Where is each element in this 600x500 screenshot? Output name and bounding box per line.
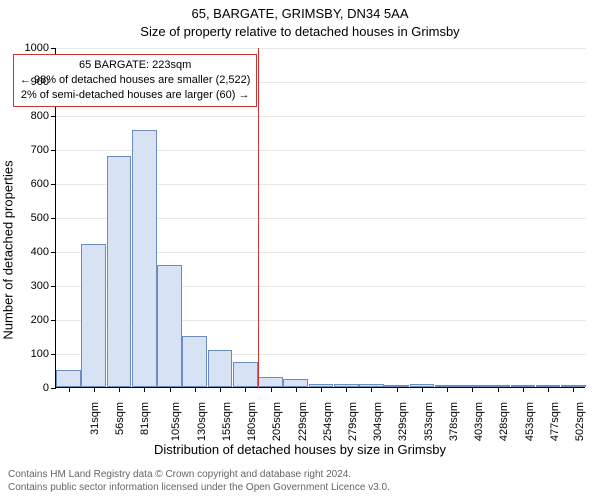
- histogram-bar: [233, 362, 258, 388]
- x-tick-label: 155sqm: [221, 402, 233, 441]
- x-tick-label: 304sqm: [372, 402, 384, 441]
- histogram-bar: [81, 244, 106, 387]
- x-tick: [119, 387, 120, 392]
- x-tick: [447, 387, 448, 392]
- histogram-bar: [107, 156, 132, 387]
- y-tick: [51, 286, 56, 287]
- annotation-line-3: 2% of semi-detached houses are larger (6…: [20, 88, 251, 103]
- x-tick: [220, 387, 221, 392]
- y-tick-label: 400: [19, 246, 49, 258]
- y-tick-label: 500: [19, 212, 49, 224]
- histogram-bar: [132, 130, 157, 387]
- x-tick: [321, 387, 322, 392]
- x-tick: [371, 387, 372, 392]
- y-tick: [51, 48, 56, 49]
- x-tick-label: 453sqm: [524, 402, 536, 441]
- x-tick: [195, 387, 196, 392]
- x-tick: [397, 387, 398, 392]
- x-tick: [498, 387, 499, 392]
- x-tick: [245, 387, 246, 392]
- x-tick-label: 403sqm: [473, 402, 485, 441]
- x-tick: [271, 387, 272, 392]
- y-tick: [51, 184, 56, 185]
- y-tick: [51, 320, 56, 321]
- x-tick: [170, 387, 171, 392]
- gridline-h: [56, 116, 586, 117]
- x-tick-label: 279sqm: [347, 402, 359, 441]
- annotation-line-1: 65 BARGATE: 223sqm: [20, 58, 251, 73]
- x-tick-label: 477sqm: [549, 402, 561, 441]
- chart-title-main: 65, BARGATE, GRIMSBY, DN34 5AA: [0, 6, 600, 21]
- x-tick-label: 254sqm: [322, 402, 334, 441]
- y-axis-label: Number of detached properties: [1, 160, 16, 339]
- histogram-bar: [157, 265, 182, 387]
- footer-attribution: Contains HM Land Registry data © Crown c…: [8, 468, 390, 494]
- marker-line: [258, 48, 259, 388]
- x-tick-label: 56sqm: [114, 402, 126, 435]
- x-tick: [548, 387, 549, 392]
- x-tick: [94, 387, 95, 392]
- x-tick-label: 353sqm: [423, 402, 435, 441]
- x-tick: [144, 387, 145, 392]
- x-tick-label: 180sqm: [246, 402, 258, 441]
- y-tick-label: 600: [19, 178, 49, 190]
- chart-container: { "title_main": "65, BARGATE, GRIMSBY, D…: [0, 0, 600, 500]
- y-tick-label: 1000: [19, 42, 49, 54]
- x-tick: [472, 387, 473, 392]
- plot-area: 65 BARGATE: 223sqm← 98% of detached hous…: [55, 48, 585, 388]
- x-tick-label: 329sqm: [398, 402, 410, 441]
- y-tick-label: 0: [19, 382, 49, 394]
- footer-line-1: Contains HM Land Registry data © Crown c…: [8, 468, 390, 481]
- x-tick: [422, 387, 423, 392]
- y-tick-label: 800: [19, 110, 49, 122]
- x-tick-label: 229sqm: [297, 402, 309, 441]
- x-tick-label: 205sqm: [271, 402, 283, 441]
- histogram-bar: [182, 336, 207, 387]
- annotation-line-2: ← 98% of detached houses are smaller (2,…: [20, 73, 251, 88]
- x-tick-label: 502sqm: [574, 402, 586, 441]
- gridline-h: [56, 48, 586, 49]
- x-tick-label: 31sqm: [89, 402, 101, 435]
- x-tick: [523, 387, 524, 392]
- x-tick-label: 130sqm: [196, 402, 208, 441]
- y-tick: [51, 354, 56, 355]
- x-tick: [346, 387, 347, 392]
- y-tick-label: 900: [19, 76, 49, 88]
- x-axis-label: Distribution of detached houses by size …: [0, 442, 600, 457]
- y-tick-label: 700: [19, 144, 49, 156]
- x-tick: [573, 387, 574, 392]
- x-tick-label: 105sqm: [170, 402, 182, 441]
- footer-line-2: Contains public sector information licen…: [8, 481, 390, 494]
- histogram-bar: [258, 377, 283, 387]
- histogram-bar: [208, 350, 233, 387]
- y-tick: [51, 218, 56, 219]
- y-tick-label: 100: [19, 348, 49, 360]
- histogram-bar: [56, 370, 81, 387]
- y-tick: [51, 252, 56, 253]
- chart-title-sub: Size of property relative to detached ho…: [0, 24, 600, 39]
- y-tick-label: 200: [19, 314, 49, 326]
- x-tick-label: 378sqm: [448, 402, 460, 441]
- x-tick-label: 81sqm: [139, 402, 151, 435]
- x-tick: [296, 387, 297, 392]
- y-tick: [51, 388, 56, 389]
- annotation-box: 65 BARGATE: 223sqm← 98% of detached hous…: [13, 54, 258, 107]
- y-tick: [51, 116, 56, 117]
- x-tick-label: 428sqm: [499, 402, 511, 441]
- histogram-bar: [283, 379, 308, 388]
- y-tick-label: 300: [19, 280, 49, 292]
- y-tick: [51, 150, 56, 151]
- x-tick: [69, 387, 70, 392]
